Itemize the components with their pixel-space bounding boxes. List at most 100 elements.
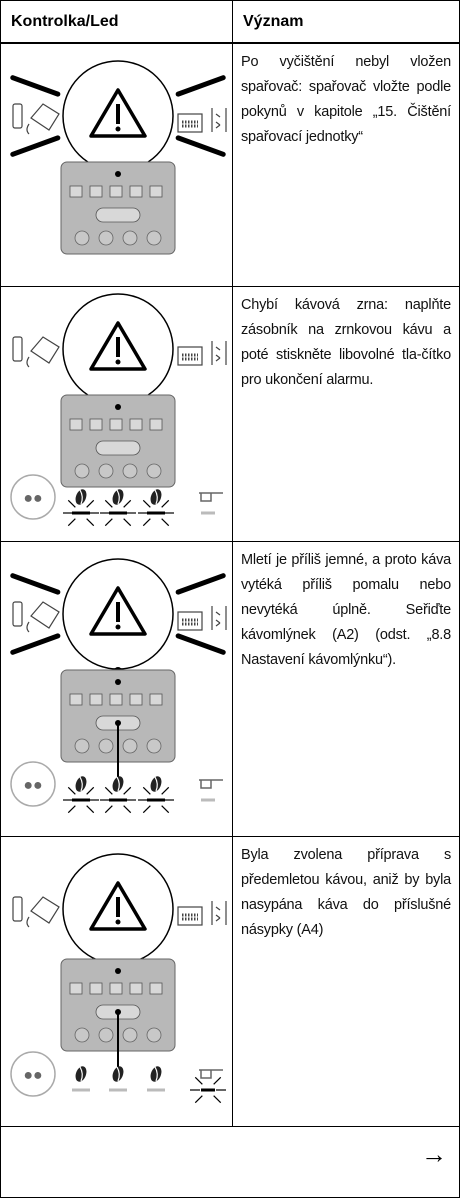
flash-ray: [104, 805, 113, 814]
panel-button: [98, 1027, 114, 1043]
flash-ray: [194, 1076, 203, 1085]
flash-ray: [104, 518, 113, 527]
image-cell: ●●: [0, 836, 233, 1127]
alert-ray: [10, 633, 61, 655]
description: Byla zvolena příprava s předemletou kávo…: [232, 836, 460, 1127]
flash-ray: [213, 1095, 222, 1104]
flash-ray: [213, 1076, 222, 1085]
panel-button: [146, 463, 162, 479]
grounds-icon: [177, 346, 203, 366]
flash-ray: [123, 786, 132, 795]
grounds-icon: [177, 906, 203, 926]
panel-button: [74, 230, 90, 246]
flash-ray: [86, 805, 95, 814]
flash-ray: [161, 786, 170, 795]
alert-ray: [175, 633, 226, 655]
row: Po vyčištění nebyl vložen spařovač: spař…: [0, 42, 460, 287]
warning-triangle: [89, 586, 147, 636]
warning-mark: [116, 897, 120, 917]
warning-dot: [115, 919, 121, 925]
panel-button: [109, 185, 123, 198]
bean: [112, 489, 124, 505]
warning-triangle: [89, 321, 147, 371]
panel-button: [129, 185, 143, 198]
panel-button: [69, 418, 83, 431]
flash-ray: [142, 805, 151, 814]
bean-line: [154, 776, 158, 792]
panel-button: [122, 463, 138, 479]
panel-button: [109, 418, 123, 431]
panel-button: [89, 185, 103, 198]
panel-button: [149, 185, 163, 198]
bean-symbol: ●●: [23, 777, 42, 794]
panel-button: [146, 738, 162, 754]
bean: [75, 776, 87, 792]
header-cell: Kontrolka/Led: [0, 0, 233, 44]
alert-ray: [175, 573, 226, 595]
illustration: ●●: [10, 293, 227, 527]
row: ●● Chybí kávová zrna: naplňte zásobník n…: [0, 286, 460, 542]
bean: [112, 1066, 124, 1082]
panel-button: [95, 440, 141, 456]
alert-ray: [10, 573, 61, 595]
bean-line: [116, 489, 120, 505]
water-icon: [211, 901, 227, 925]
description: Chybí kávová zrna: naplňte zásobník na z…: [232, 286, 460, 542]
pointer-dot: [115, 1009, 121, 1015]
cup-icon: [26, 336, 60, 368]
panel-button: [89, 982, 103, 995]
illustration: ●●: [10, 853, 227, 1104]
panel-button: [149, 982, 163, 995]
header-row: Kontrolka/Led Význam: [0, 0, 460, 44]
flash-ray: [104, 499, 113, 508]
scoop-icon: [199, 779, 223, 789]
panel-button: [129, 693, 143, 706]
image-cell: ●●: [0, 286, 233, 542]
panel-button: [109, 693, 123, 706]
grounds-icon: [177, 611, 203, 631]
warning-dot: [115, 624, 121, 630]
panel-button: [129, 418, 143, 431]
flash-ray: [67, 805, 76, 814]
panel-button: [69, 185, 83, 198]
flash-ray: [67, 786, 76, 795]
cup-icon: [26, 103, 60, 135]
container-icon: [12, 103, 23, 129]
footer-row: →: [0, 1126, 460, 1198]
flash-ray: [86, 499, 95, 508]
water-icon: [211, 108, 227, 132]
flash-ray: [161, 499, 170, 508]
warning-dot: [115, 359, 121, 365]
panel-button: [98, 230, 114, 246]
flash-ray: [123, 518, 132, 527]
warning-dot: [115, 126, 121, 132]
bean-line: [79, 489, 83, 505]
panel-button: [98, 738, 114, 754]
pointer-dot: [115, 404, 121, 410]
image-cell: [0, 42, 233, 287]
flash-ray: [86, 518, 95, 527]
warning-mark: [116, 337, 120, 357]
cup-icon: [26, 896, 60, 928]
panel-button: [122, 230, 138, 246]
flash-ray: [161, 518, 170, 527]
bean: [150, 776, 162, 792]
panel-button: [149, 418, 163, 431]
bean: [112, 776, 124, 792]
flash-ray: [142, 786, 151, 795]
row: ●● Byla zvolena příprava s předemletou k…: [0, 836, 460, 1127]
panel-button: [146, 1027, 162, 1043]
bean-button: [10, 474, 56, 520]
flash-ray: [86, 786, 95, 795]
pointer-dot: [115, 720, 121, 726]
panel-button: [129, 982, 143, 995]
container-icon: [12, 336, 23, 362]
bean-button: [10, 1051, 56, 1097]
panel-button: [89, 418, 103, 431]
flash-ray: [67, 499, 76, 508]
water-icon: [211, 606, 227, 630]
flash-ray: [104, 786, 113, 795]
illustration: ●●: [10, 558, 227, 814]
cup-icon: [26, 601, 60, 633]
